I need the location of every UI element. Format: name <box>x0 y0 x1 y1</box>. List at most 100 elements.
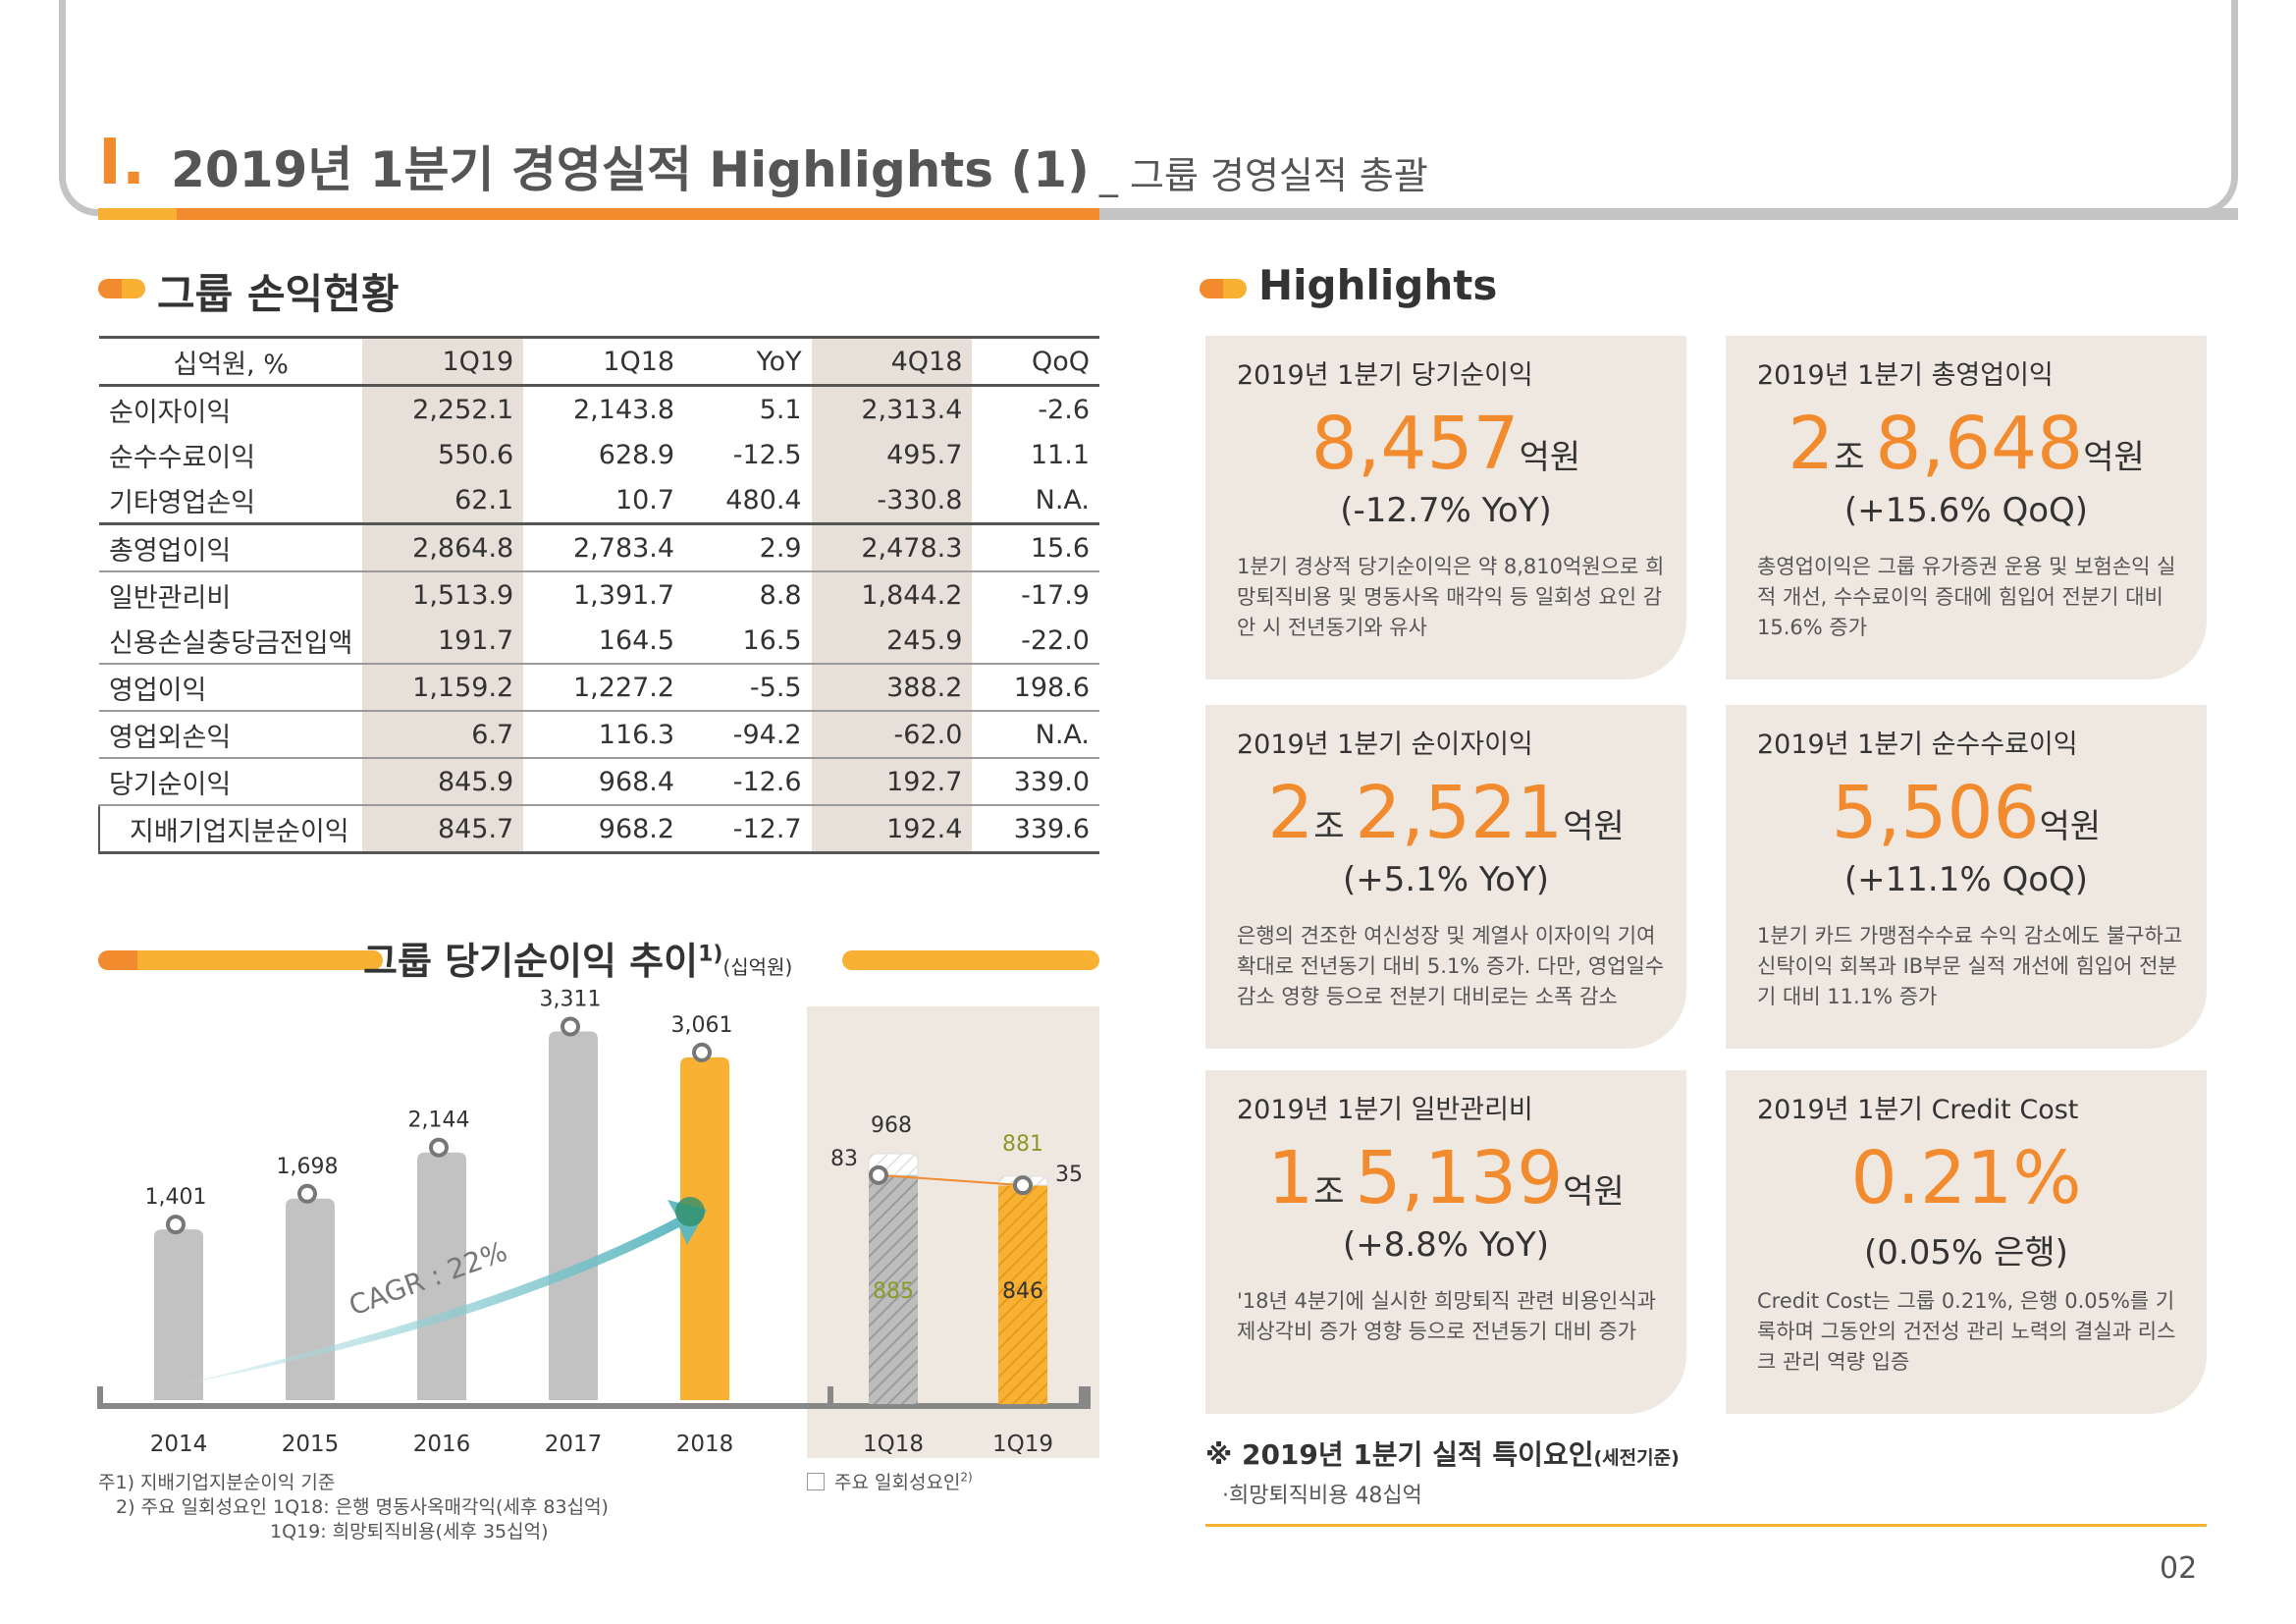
card-figure: 2조 8,648억원 <box>1726 402 2207 486</box>
table-row-label: 신용손실충당금전입액 <box>99 618 363 665</box>
highlights-title: Highlights <box>1258 261 1498 309</box>
card-big-number: 2 <box>1267 771 1314 855</box>
title-main: 2019년 1분기 경영실적 Highlights (1) <box>171 141 1090 198</box>
table-cell: 1,513.9 <box>362 571 524 618</box>
table-row: 일반관리비 1,513.9 1,391.7 8.8 1,844.2 -17.9 <box>99 571 1099 618</box>
table-row: 지배기업지분순이익 845.7 968.2 -12.7 192.4 339.6 <box>97 805 1099 854</box>
table-cell: -12.7 <box>684 805 812 854</box>
table-cell: 845.7 <box>362 805 524 854</box>
card-description: Credit Cost는 그룹 0.21%, 은행 0.05%를 기록하며 그동… <box>1757 1289 2176 1374</box>
table-cell: 198.6 <box>972 664 1099 712</box>
table-row-label: 일반관리비 <box>109 582 232 614</box>
annual-category-label: 2014 <box>150 1432 208 1457</box>
table-cell: 16.5 <box>684 618 812 665</box>
chart-unit: (십억원) <box>722 955 793 979</box>
chart-title: 그룹 당기순이익 추이1)(십억원) <box>363 931 792 985</box>
legend-footnote-mark: 2) <box>960 1470 973 1485</box>
table-cell: 2,313.4 <box>811 385 973 432</box>
table-cell: 11.1 <box>1030 439 1090 470</box>
table-header-cell: QoQ <box>972 336 1099 387</box>
table-cell: 550.6 <box>362 432 524 477</box>
card-change: (+8.8% YoY) <box>1342 1225 1550 1265</box>
table-header-row: 십억원, % 1Q19 1Q18 YoY 4Q18 QoQ <box>99 336 1099 387</box>
table-cell: 2,864.8 <box>362 523 524 572</box>
annual-value-label: 3,311 <box>540 988 602 1012</box>
title-underline-orange <box>177 208 1099 220</box>
table-cell: 968.2 <box>523 805 685 854</box>
card-big-unit: 억원 <box>2039 807 2102 846</box>
table-row: 순이자이익 2,252.1 2,143.8 5.1 2,313.4 -2.6 <box>99 385 1099 432</box>
table-row: 순수수료이익 550.6 628.9 -12.5 495.7 11.1 <box>99 432 1099 477</box>
table-cell: 5.1 <box>759 394 802 425</box>
quarterly-point-marker <box>1013 1175 1033 1196</box>
table-cell: 1,844.2 <box>811 571 973 618</box>
card-title: 2019년 1분기 일반관리비 <box>1237 1095 1533 1125</box>
annual-point-marker <box>166 1215 186 1235</box>
table-cell: 339.6 <box>972 805 1099 854</box>
card-description: 은행의 견조한 여신성장 및 계열사 이자이익 기여 확대로 전년동기 대비 5… <box>1237 924 1665 1008</box>
table-cell: 192.4 <box>811 805 973 854</box>
card-change: (0.05% 은행) <box>1864 1233 2068 1272</box>
annual-category-label: 2017 <box>545 1432 603 1457</box>
quarterly-onetime-label: 83 <box>830 1147 858 1171</box>
highlight-card: 2019년 1분기 순이자이익 2조 2,521억원 (+5.1% YoY) 은… <box>1205 705 1686 1049</box>
annual-bar-2018 <box>680 1056 729 1400</box>
card-title: 2019년 1분기 순수수료이익 <box>1757 730 2078 760</box>
table-cell: 192.7 <box>811 758 973 806</box>
table-cell: 2.9 <box>684 523 812 572</box>
card-big-unit: 억원 <box>2083 438 2145 477</box>
page-title: I. 2019년 1분기 경영실적 Highlights (1) _ 그룹 경영… <box>98 116 1428 194</box>
annual-point-marker <box>429 1137 449 1158</box>
annual-point-marker <box>692 1042 712 1062</box>
annual-bar-2014 <box>154 1229 203 1400</box>
quarterly-chart-background <box>807 1006 1099 1458</box>
annual-category-label: 2018 <box>676 1432 734 1457</box>
table-cell: 480.4 <box>684 477 812 525</box>
special-factors-title: ※ 2019년 1분기 실적 특이요인(세전기준) <box>1205 1434 1680 1473</box>
special-factor-item: ·희망퇴직비용 48십억 <box>1222 1484 1422 1508</box>
table-row: 신용손실충당금전입액 191.7 164.5 16.5 245.9 -22.0 <box>99 618 1099 665</box>
table-header-cell: 1Q18 <box>523 336 685 387</box>
card-change: (+5.1% YoY) <box>1342 860 1550 899</box>
annual-bar-2017 <box>549 1031 598 1400</box>
annual-point-marker <box>561 1016 580 1037</box>
table-cell: -62.0 <box>811 711 973 759</box>
card-title: 2019년 1분기 당기순이익 <box>1237 360 1533 391</box>
table-cell: -330.8 <box>811 477 973 525</box>
quarterly-category-label: 1Q19 <box>992 1432 1053 1457</box>
table-row-label: 기타영업손익 <box>99 477 363 525</box>
section-number: I. <box>98 127 146 199</box>
special-title-text: ※ 2019년 1분기 실적 특이요인 <box>1205 1438 1594 1471</box>
table-row: 영업이익 1,159.2 1,227.2 -5.5 388.2 198.6 <box>99 664 1099 712</box>
cagr-arrow-head <box>675 1197 705 1226</box>
card-title: 2019년 1분기 Credit Cost <box>1757 1095 2079 1125</box>
special-title-small: (세전기준) <box>1593 1447 1680 1469</box>
table-cell: 8.8 <box>759 579 802 611</box>
card-big-number: 0.21% <box>1850 1136 2082 1220</box>
table-row-label: 총영업이익 <box>99 523 363 572</box>
card-big-unit: 억원 <box>1519 438 1581 477</box>
table-cell: 245.9 <box>811 618 973 665</box>
chart-title-bar-left <box>98 950 383 970</box>
table-cell: -17.9 <box>1021 579 1090 611</box>
table-row: 영업외손익 6.7 116.3 -94.2 -62.0 N.A. <box>99 711 1099 759</box>
table-row: 총영업이익 2,864.8 2,783.4 2.9 2,478.3 15.6 <box>99 523 1099 572</box>
quarterly-total-label: 968 <box>871 1113 912 1138</box>
card-big-number: 2,521 <box>1355 771 1564 855</box>
special-underline <box>1205 1524 2207 1527</box>
table-header-cell: 십억원, % <box>99 336 363 387</box>
table-cell: 2,478.3 <box>811 523 973 572</box>
table-cell: 2,783.4 <box>523 523 685 572</box>
table-row: 당기순이익 845.9 968.4 -12.6 192.7 339.0 <box>99 758 1099 806</box>
annual-point-marker <box>297 1183 317 1204</box>
highlight-card: 2019년 1분기 Credit Cost 0.21% (0.05% 은행) C… <box>1726 1070 2207 1414</box>
table-header-cell: YoY <box>684 336 812 387</box>
card-big-unit: 억원 <box>1563 1172 1625 1212</box>
table-row-label: 지배기업지분순이익 <box>97 805 363 854</box>
title-sub: _ 그룹 경영실적 총괄 <box>1098 154 1428 197</box>
card-change: (+11.1% QoQ) <box>1843 860 2089 899</box>
table-cell: N.A. <box>972 477 1099 525</box>
table-cell: 191.7 <box>362 618 524 665</box>
card-big-number: 2 <box>1788 402 1835 486</box>
quarterly-total-label: 881 <box>1002 1132 1043 1157</box>
